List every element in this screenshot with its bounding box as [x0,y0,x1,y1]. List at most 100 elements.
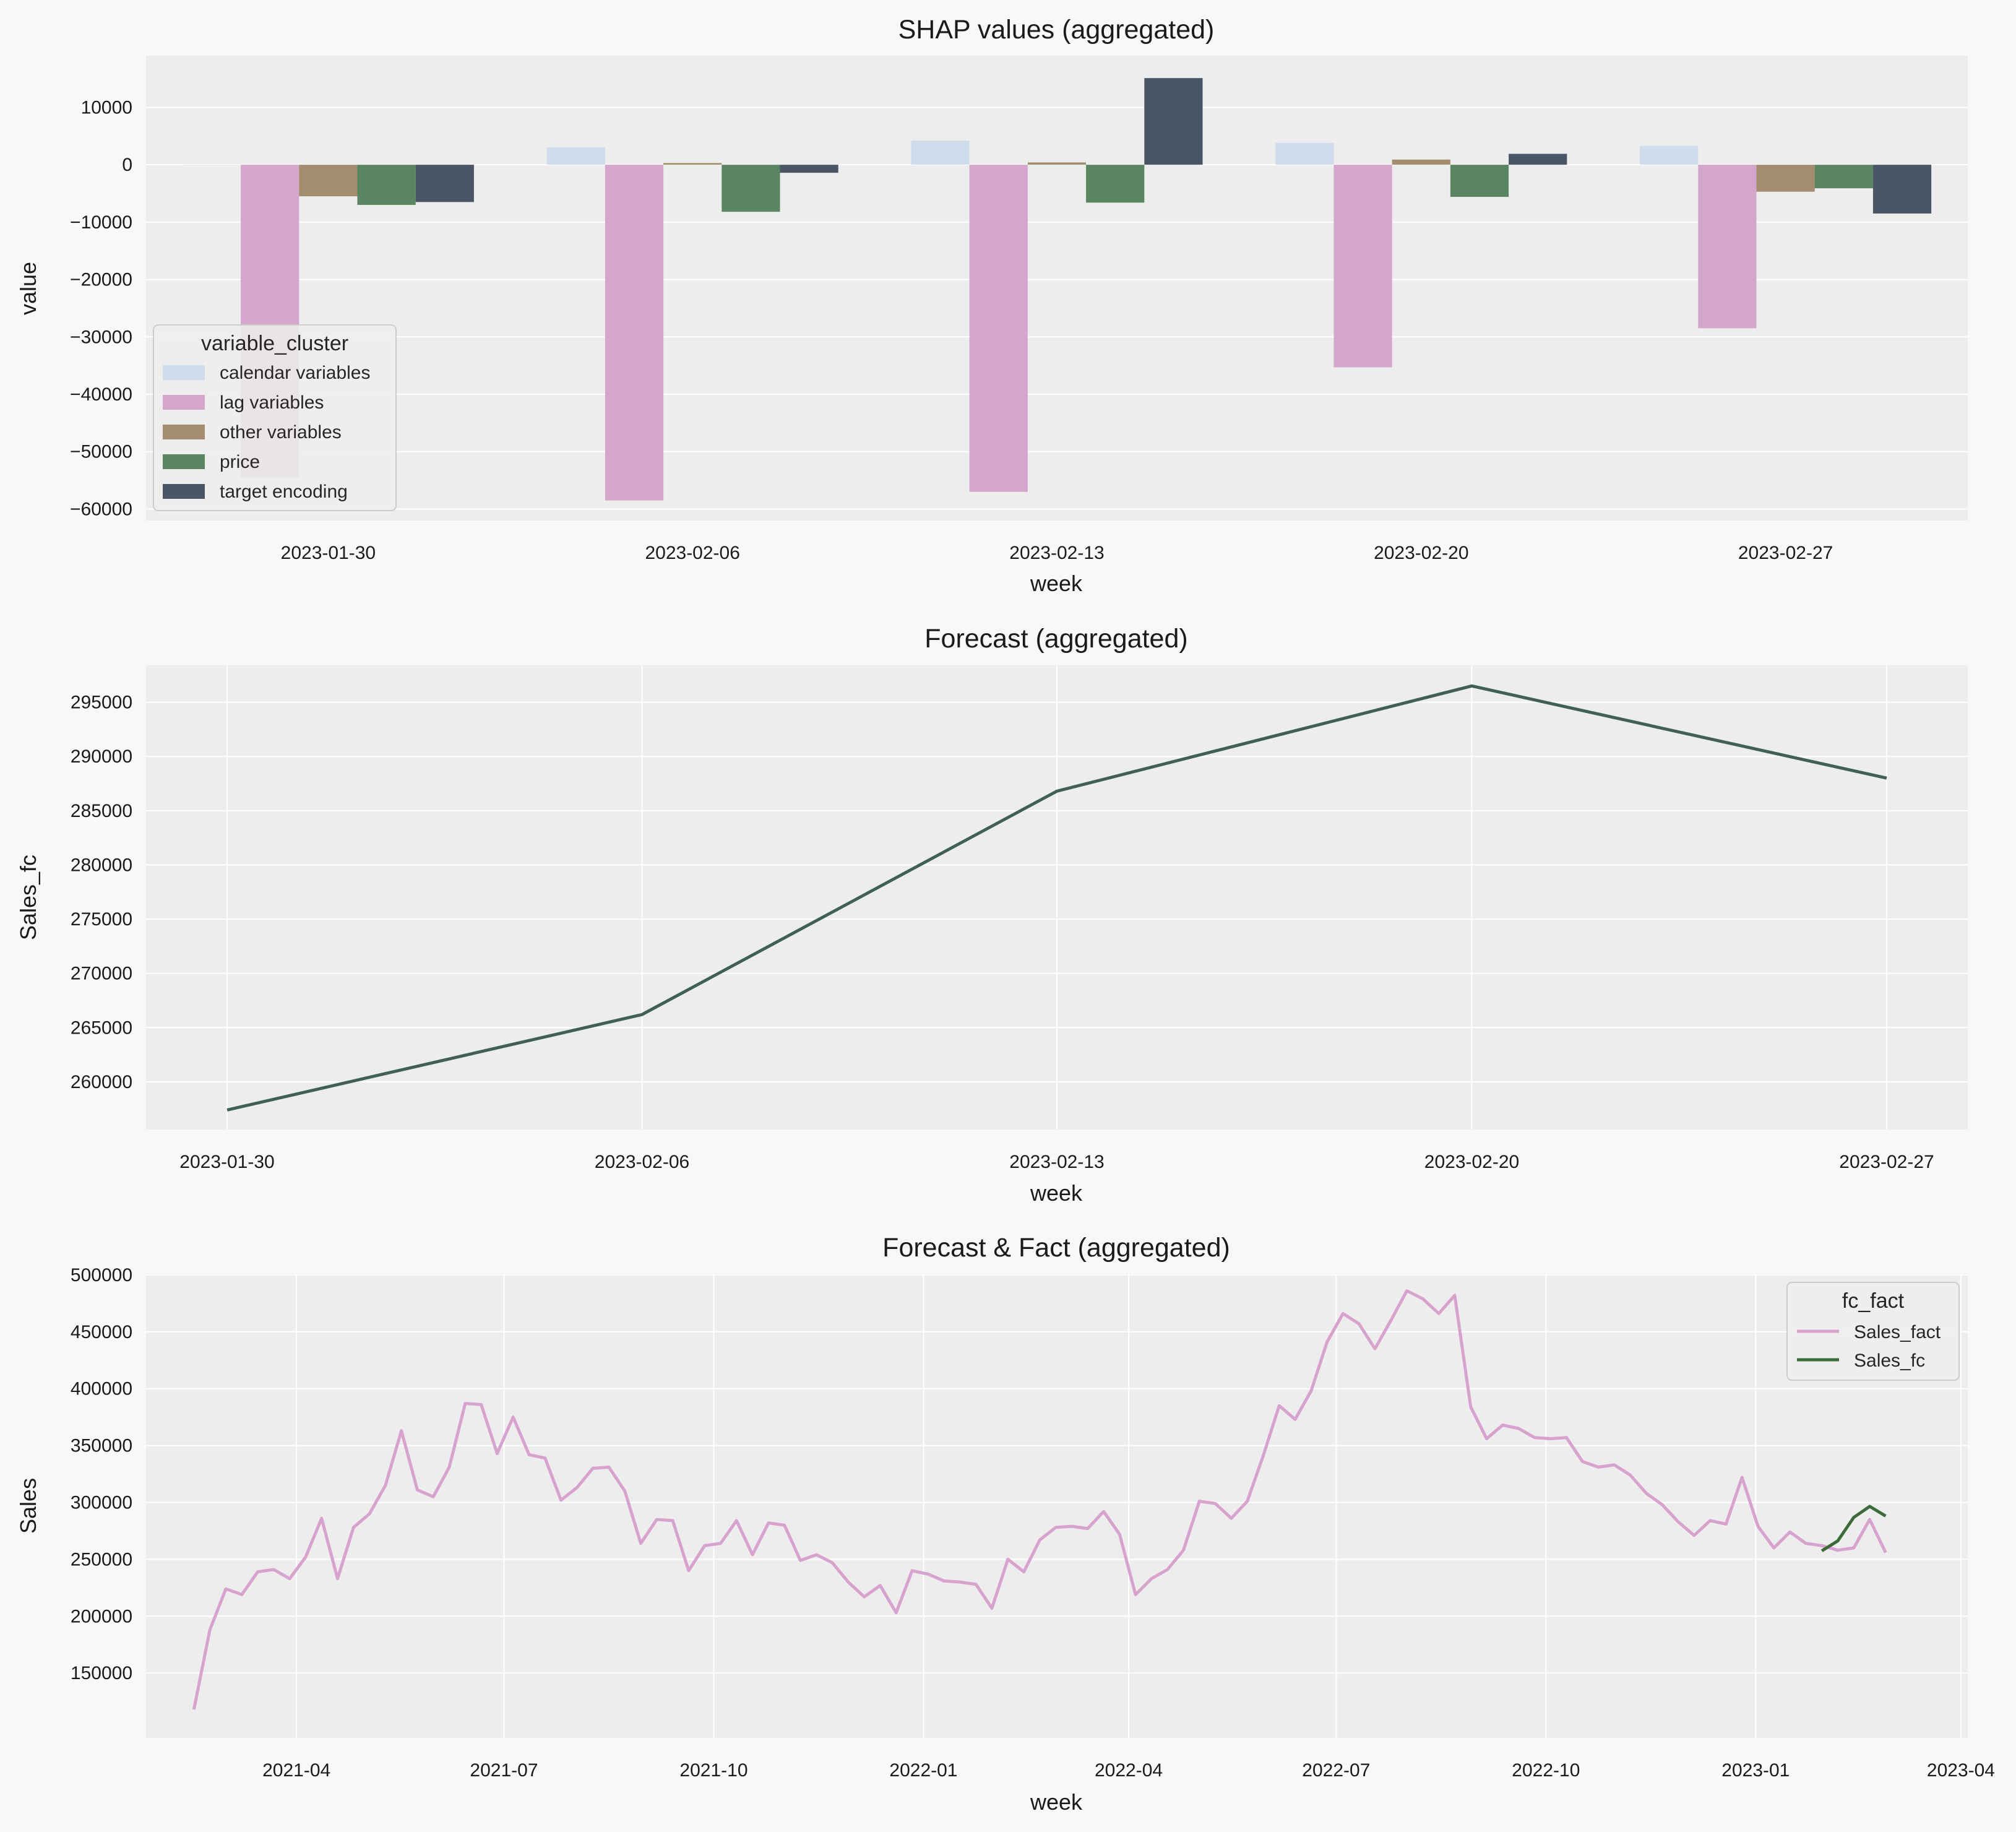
forecast-fact-x-tick-label: 2021-04 [262,1760,330,1781]
bar-calendar-variables-2023-02-20 [1275,142,1334,165]
bar-other-variables-2023-02-06 [663,163,722,165]
legend-item-calendar-variables: calendar variables [163,363,370,383]
forecast-fact-y-tick-label: 450000 [71,1322,132,1342]
legend-label-sales-fc: Sales_fc [1854,1350,1925,1371]
forecast-x-tick-label: 2023-02-20 [1424,1152,1519,1172]
forecast-fact-y-axis-label: Sales [15,1478,41,1534]
legend-label-calendar-variables: calendar variables [220,363,370,383]
forecast-fact-plot-area [146,1274,1968,1738]
shap-y-tick-label: −50000 [70,442,132,462]
legend-item-lag-variables: lag variables [163,392,324,413]
shap-y-tick-label: 10000 [81,97,132,118]
shap-legend-title: variable_cluster [201,332,348,355]
forecast-fact-x-tick-label: 2022-10 [1512,1760,1580,1781]
forecast-fact-y-tick-label: 350000 [71,1436,132,1456]
shap-x-axis-label: week [1030,571,1083,596]
forecast-fact-y-tick-label: 200000 [71,1606,132,1627]
shap-y-ticks: 10000 0 −10000 −20000 −30000 −40000 −50000 −600… [70,97,132,519]
forecast-y-tick-label: 295000 [71,693,132,713]
bar-price-2023-02-06 [722,165,780,212]
forecast-fact-chart: Forecast & Fact (aggregated) 150000 20000… [15,1233,1995,1815]
shap-chart: SHAP values (aggregated) 10000 0 −10000 −20… [15,15,1968,596]
legend-item-price: price [163,452,260,472]
forecast-fact-gridlines [146,1274,1968,1738]
series-line-sales-fact [192,1289,1887,1710]
forecast-line-layer [226,684,1887,1112]
forecast-y-ticks: 260000 265000 270000 275000 280000 285000 2900… [71,693,132,1092]
forecast-x-tick-label: 2023-02-13 [1009,1152,1104,1172]
forecast-fact-x-tick-label: 2022-04 [1095,1760,1163,1781]
forecast-series-line [226,684,1887,1112]
bar-calendar-variables-2023-02-27 [1640,145,1699,165]
forecast-fact-x-tick-label: 2023-01 [1721,1760,1790,1781]
bar-price-2023-02-20 [1450,165,1509,197]
legend-item-other-variables: other variables [163,422,342,443]
bar-price-2023-01-30 [357,165,416,205]
shap-x-tick-label: 2023-01-30 [281,543,376,563]
legend-swatch-lag-variables [163,395,205,410]
shap-y-tick-label: −40000 [70,384,132,405]
forecast-fact-x-ticks: 2021-04 2021-07 2021-10 2022-01 2022-04 2022-… [262,1760,1995,1781]
forecast-x-tick-label: 2023-01-30 [179,1152,274,1172]
forecast-y-tick-label: 280000 [71,855,132,875]
legend-swatch-target-encoding [163,484,205,499]
forecast-fact-x-tick-label: 2021-07 [470,1760,538,1781]
shap-y-tick-label: 0 [122,155,132,175]
forecast-y-tick-label: 290000 [71,746,132,767]
bar-calendar-variables-2023-02-06 [546,147,605,165]
bar-target-encoding-2023-02-13 [1144,78,1203,165]
bar-other-variables-2023-02-13 [1027,162,1087,165]
bar-other-variables-2023-02-20 [1392,159,1450,165]
shap-y-axis-label: value [15,262,41,315]
forecast-fact-x-tick-label: 2022-07 [1302,1760,1370,1781]
forecast-chart: Forecast (aggregated) 260000 265000 270000… [15,624,1968,1206]
forecast-y-tick-label: 265000 [71,1018,132,1038]
forecast-fact-y-tick-label: 300000 [71,1492,132,1513]
bar-lag-variables-2023-02-27 [1698,165,1757,329]
forecast-fact-legend-title: fc_fact [1842,1289,1905,1313]
bar-calendar-variables-2023-02-13 [911,140,970,165]
bar-other-variables-2023-02-27 [1756,165,1815,192]
forecast-fact-y-tick-label: 500000 [71,1265,132,1285]
legend-swatch-calendar-variables [163,365,205,380]
legend-label-target-encoding: target encoding [220,482,348,502]
forecast-fact-legend-frame [1786,1282,1960,1381]
legend-item-sales-fact: Sales_fact [1797,1322,1941,1342]
legend-item-sales-fc: Sales_fc [1797,1350,1925,1371]
bar-lag-variables-2023-02-13 [969,165,1028,492]
shap-x-tick-label: 2023-02-06 [645,543,739,563]
forecast-chart-title: Forecast (aggregated) [924,624,1187,654]
forecast-gridlines [146,665,1968,1130]
shap-x-tick-label: 2023-02-13 [1009,543,1104,563]
forecast-x-tick-label: 2023-02-06 [595,1152,689,1172]
shap-chart-title: SHAP values (aggregated) [898,15,1215,45]
bar-target-encoding-2023-02-27 [1872,165,1932,214]
shap-x-tick-label: 2023-02-20 [1374,543,1468,563]
forecast-fact-x-axis-label: week [1030,1789,1083,1815]
forecast-fact-x-tick-label: 2023-04 [1927,1760,1995,1781]
forecast-y-axis-label: Sales_fc [15,855,41,940]
forecast-y-tick-label: 275000 [71,909,132,930]
shap-legend: variable_cluster calendar variables lag … [153,324,397,511]
forecast-fact-chart-title: Forecast & Fact (aggregated) [882,1233,1230,1263]
forecast-y-tick-label: 285000 [71,801,132,821]
series-line-sales-fc [1820,1505,1887,1552]
shap-legend-frame [153,324,397,511]
forecast-x-ticks: 2023-01-30 2023-02-06 2023-02-13 2023-02-20… [179,1152,1934,1172]
shap-y-tick-label: −20000 [70,270,132,290]
forecast-fact-x-tick-label: 2021-10 [679,1760,747,1781]
shap-y-tick-label: −60000 [70,499,132,519]
legend-label-price: price [220,452,260,472]
shap-x-tick-label: 2023-02-27 [1738,543,1833,563]
legend-item-target-encoding: target encoding [163,482,348,502]
forecast-fact-legend: fc_fact Sales_fact Sales_fc [1786,1282,1960,1381]
shap-plot-area [146,56,1968,521]
shap-x-ticks: 2023-01-30 2023-02-06 2023-02-13 2023-02-20… [281,543,1833,563]
bar-price-2023-02-13 [1086,165,1145,203]
forecast-x-tick-label: 2023-02-27 [1839,1152,1934,1172]
bar-target-encoding-2023-01-30 [415,165,474,202]
forecast-fact-y-ticks: 150000 200000 250000 300000 350000 400000 4500… [71,1265,132,1683]
forecast-fact-x-tick-label: 2022-01 [889,1760,957,1781]
forecast-fact-y-tick-label: 150000 [71,1663,132,1683]
